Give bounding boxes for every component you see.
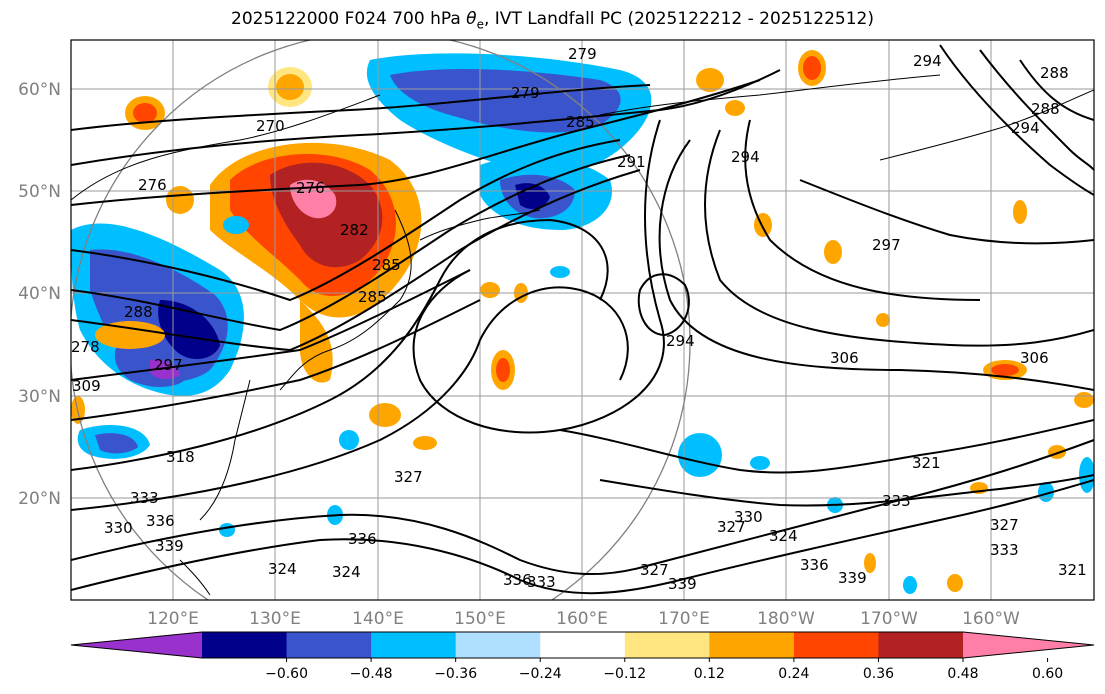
contour-label: 288 — [1040, 64, 1069, 82]
lon-label: 170°E — [658, 609, 710, 629]
contour-label: 285 — [358, 288, 387, 306]
contour-label: 339 — [838, 569, 867, 587]
contour-label: 291 — [617, 153, 646, 171]
contour-label: 327 — [394, 468, 423, 486]
contour-label: 306 — [1020, 349, 1049, 367]
contour-label: 288 — [124, 303, 153, 321]
colorbar-tick-label: −0.60 — [265, 666, 308, 682]
colorbar-bin — [371, 632, 457, 658]
colorbar: −0.60 −0.48 −0.36 −0.24 −0.12 0.12 0.24 0.36 0.4… — [70, 631, 1095, 682]
title-text-post: , IVT Landfall PC (2025122212 - 20251225… — [483, 9, 874, 29]
theta-e-contours — [71, 44, 1094, 595]
colorbar-tick-label: −0.12 — [603, 666, 646, 682]
colorbar-bin — [793, 632, 879, 658]
contour-label: 279 — [511, 84, 540, 102]
title-text-pre: 2025122000 F024 700 hPa — [231, 9, 467, 29]
contour-label: 324 — [332, 563, 361, 581]
colorbar-tick-label: −0.36 — [434, 666, 477, 682]
contour-label: 327 — [640, 561, 669, 579]
contour-label: 276 — [296, 179, 325, 197]
contour-labels: 279 279 270 276 285 291 294 294 288 288 … — [71, 45, 1087, 593]
contour-label: 330 — [104, 519, 133, 537]
contour-label: 339 — [668, 575, 697, 593]
colorbar-bin — [624, 632, 710, 658]
lat-label: 30°N — [18, 387, 61, 407]
contour-label: 276 — [138, 176, 167, 194]
contour-label: 288 — [1031, 100, 1060, 118]
contour-label: 279 — [568, 45, 597, 63]
contour-label: 336 — [800, 556, 829, 574]
lon-label: 160°E — [556, 609, 608, 629]
contour-label: 294 — [913, 52, 942, 70]
contour-label: 324 — [268, 560, 297, 578]
lat-label: 20°N — [18, 489, 61, 509]
colorbar-tick-label: −0.48 — [350, 666, 393, 682]
contour-label: 297 — [872, 236, 901, 254]
contour-label: 336 — [146, 512, 175, 530]
contour-label: 321 — [1058, 561, 1087, 579]
colorbar-bin — [878, 632, 964, 658]
colorbar-tick-label: 0.12 — [694, 666, 725, 682]
contour-label: 330 — [734, 508, 763, 526]
title-theta-subscript: e — [476, 17, 484, 32]
map-frame — [70, 39, 1095, 601]
contour-label: 333 — [130, 489, 159, 507]
longitude-labels: 120°E 130°E 140°E 150°E 160°E 170°E 180°… — [147, 609, 1020, 629]
colorbar-bin — [455, 632, 541, 658]
contour-label: 324 — [769, 527, 798, 545]
contour-label: 336 — [503, 571, 532, 589]
contour-label: 318 — [166, 448, 195, 466]
lat-label: 50°N — [18, 182, 61, 202]
contour-label: 294 — [666, 332, 695, 350]
colorbar-tick-label: 0.60 — [1032, 666, 1063, 682]
colorbar-extend-max — [963, 632, 1094, 658]
lon-label: 150°E — [454, 609, 506, 629]
map-title: 2025122000 F024 700 hPa θe, IVT Landfall… — [0, 9, 1105, 31]
lon-label: 120°E — [147, 609, 199, 629]
range-circle — [71, 40, 691, 600]
lon-label: 130°E — [249, 609, 301, 629]
contour-label: 333 — [990, 541, 1019, 559]
lon-label: 160°W — [962, 609, 1020, 629]
contour-label: 336 — [348, 530, 377, 548]
colorbar-extend-min — [71, 632, 202, 658]
latitude-labels: 60°N 50°N 40°N 30°N 20°N — [18, 80, 61, 509]
contour-label: 282 — [340, 221, 369, 239]
colorbar-outline — [70, 631, 1095, 659]
colorbar-tick-label: 0.36 — [863, 666, 894, 682]
contour-label: 285 — [372, 256, 401, 274]
contour-label: 321 — [912, 454, 941, 472]
colorbar-bin — [286, 632, 372, 658]
colorbar-tick-label: 0.48 — [947, 666, 978, 682]
contour-label: 278 — [71, 338, 100, 356]
contour-label: 294 — [1011, 119, 1040, 137]
contour-label: 327 — [990, 516, 1019, 534]
contour-label: 327 — [717, 518, 746, 536]
title-theta: θ — [466, 9, 477, 29]
lon-label: 140°E — [352, 609, 404, 629]
colorbar-bin — [709, 632, 795, 658]
contour-label: 270 — [256, 117, 285, 135]
contour-label: 333 — [882, 492, 911, 510]
lat-label: 40°N — [18, 284, 61, 304]
colorbar-bin — [202, 632, 288, 658]
contour-label: 309 — [72, 377, 101, 395]
contour-label: 339 — [155, 537, 184, 555]
contour-label: 294 — [731, 148, 760, 166]
contour-label: 333 — [527, 573, 556, 591]
colorbar-bin — [540, 632, 626, 658]
lon-label: 170°W — [860, 609, 918, 629]
lon-label: 180°W — [757, 609, 815, 629]
colorbar-tick-label: 0.24 — [778, 666, 809, 682]
contour-label: 297 — [154, 356, 183, 374]
colorbar-tick-label: −0.24 — [519, 666, 562, 682]
contour-label: 285 — [566, 113, 595, 131]
lat-label: 60°N — [18, 80, 61, 100]
contour-label: 306 — [830, 349, 859, 367]
